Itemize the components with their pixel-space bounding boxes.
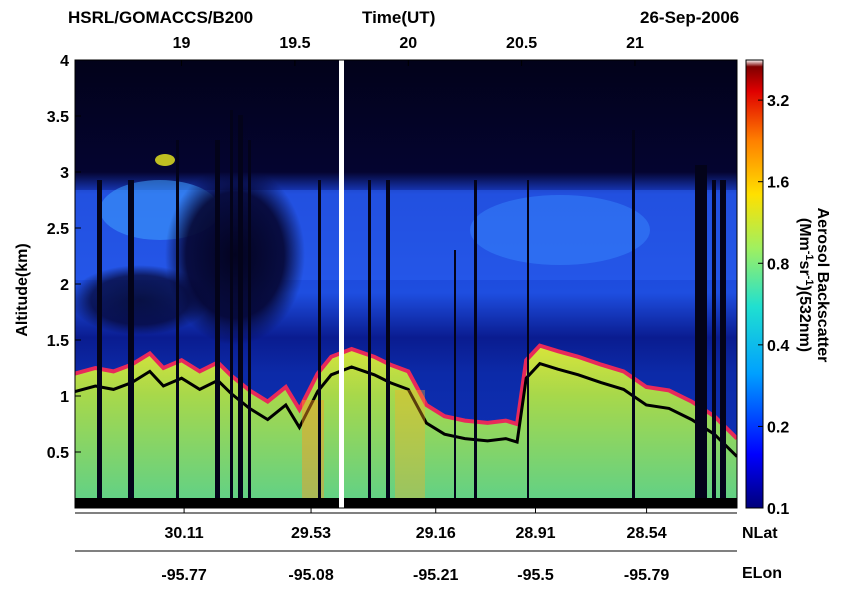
y-tick-label: 1.5	[47, 333, 69, 350]
y-tick-label: 2	[60, 277, 69, 294]
colorbar-label: Aerosol Backscatter	[814, 208, 831, 363]
y-axis: 0.5 1 1.5 2 2.5 3 3.5 4	[47, 53, 81, 462]
elon-tick-label: -95.79	[624, 567, 669, 584]
colorbar-units-c: )(532nm)	[796, 285, 813, 352]
time-tick-label: 20	[399, 35, 417, 52]
elon-axis: -95.77 -95.08 -95.21 -95.5 -95.79	[161, 567, 669, 584]
elevated-layer-bright	[470, 195, 650, 265]
nlat-tick-label: 29.16	[416, 525, 456, 542]
header-date: 26-Sep-2006	[640, 8, 739, 27]
clean-air-plume	[75, 265, 210, 335]
time-axis: 19 19.5 20 20.5 21	[173, 35, 644, 66]
nlat-tick-label: 28.54	[627, 525, 667, 542]
surface-plume	[395, 390, 425, 508]
time-tick-label: 19	[173, 35, 191, 52]
colorbar-tick-label: 0.8	[767, 256, 789, 273]
time-tick-label: 20.5	[506, 35, 537, 52]
colorbar-tick-label: 0.4	[767, 338, 789, 355]
colorbar	[745, 59, 764, 509]
colorbar-tick-label: 1.6	[767, 175, 789, 192]
elon-tick-label: -95.21	[413, 567, 458, 584]
elon-axis-label: ELon	[742, 565, 782, 582]
y-tick-label: 3	[60, 165, 69, 182]
colorbar-units-sup2: -1	[803, 276, 815, 286]
elon-tick-label: -95.5	[517, 567, 554, 584]
time-tick-label: 19.5	[279, 35, 310, 52]
header-time-label: Time(UT)	[362, 8, 435, 27]
plot-area	[75, 60, 737, 508]
y-tick-label: 1	[60, 389, 69, 406]
nlat-tick-label: 30.11	[165, 525, 204, 542]
y-tick-label: 2.5	[47, 221, 69, 238]
colorbar-label-line1: Aerosol Backscatter	[814, 208, 831, 363]
y-axis-label: Altitude(km)	[14, 243, 31, 336]
colorbar-tick-label: 0.2	[767, 419, 789, 436]
colorbar-units: (Mm-1sr-1)(532nm)	[796, 218, 815, 352]
colorbar-tick-label: 0.1	[767, 501, 789, 518]
ground-strip	[75, 498, 737, 508]
boundary-layer-base-line	[75, 361, 737, 458]
nlat-tick-label: 28.91	[515, 525, 555, 542]
nlat-axis: 30.11 29.53 29.16 28.91 28.54	[165, 508, 667, 542]
elon-tick-label: -95.77	[161, 567, 206, 584]
bright-spot	[155, 154, 175, 166]
data-gaps	[97, 110, 726, 508]
y-tick-label: 0.5	[47, 445, 69, 462]
boundary-layer-top-line	[75, 343, 737, 441]
colorbar-units-b: sr	[796, 261, 813, 276]
colorbar-units-sup1: -1	[803, 251, 815, 261]
data-gap-white	[339, 60, 344, 508]
header-left-title: HSRL/GOMACCS/B200	[68, 8, 253, 27]
nlat-axis-label: NLat	[742, 525, 778, 542]
nlat-tick-label: 29.53	[291, 525, 331, 542]
elon-tick-label: -95.08	[288, 567, 333, 584]
time-tick-label: 21	[626, 35, 644, 52]
y-tick-label: 4	[60, 53, 69, 70]
colorbar-tick-label: 3.2	[767, 93, 789, 110]
y-tick-label: 3.5	[47, 109, 69, 126]
colorbar-ticks: 0.1 0.2 0.4 0.8 1.6 3.2	[758, 93, 789, 518]
colorbar-units-a: (Mm	[796, 218, 813, 251]
